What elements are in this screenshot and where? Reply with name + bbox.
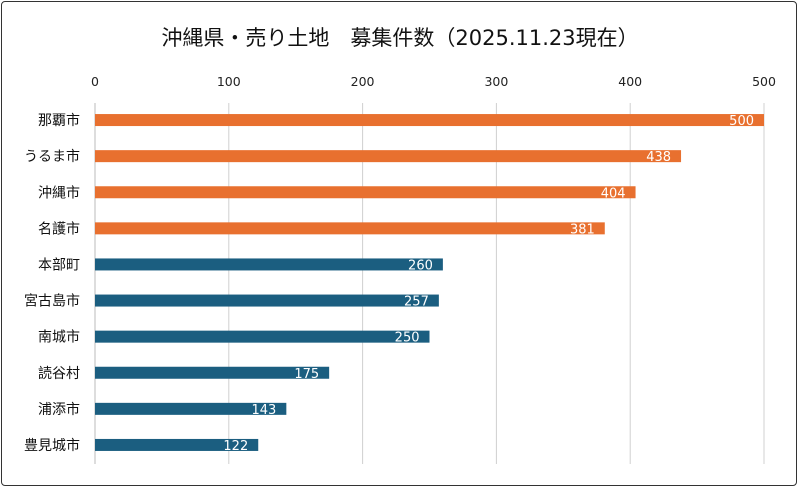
data-label: 404 [601, 186, 626, 201]
x-tick-label: 0 [91, 74, 99, 89]
data-label: 122 [223, 439, 248, 454]
bar [95, 222, 605, 235]
category-label: 読谷村 [38, 365, 80, 382]
bar [95, 294, 439, 307]
category-label: 宮古島市 [24, 293, 80, 310]
category-label: 南城市 [38, 329, 80, 346]
bar [95, 114, 764, 127]
x-tick-label: 100 [217, 74, 241, 89]
x-tick-label: 200 [351, 74, 375, 89]
data-label: 500 [729, 114, 754, 129]
bar [95, 402, 287, 415]
chart-title: 沖縄県・売り土地 募集件数（2025.11.23現在） [161, 26, 639, 50]
category-label: 那覇市 [38, 112, 80, 129]
category-label: 本部町 [38, 257, 80, 273]
data-label: 438 [646, 150, 671, 165]
category-label: うるま市 [24, 148, 80, 165]
x-tick-label: 400 [618, 74, 642, 89]
x-tick-label: 500 [752, 74, 776, 89]
category-label: 浦添市 [38, 401, 80, 418]
bar [95, 258, 443, 271]
data-label: 175 [294, 367, 319, 382]
data-label: 381 [570, 222, 595, 237]
bar [95, 438, 259, 451]
category-label: 沖縄市 [38, 184, 80, 201]
x-tick-label: 300 [484, 74, 508, 89]
bar [95, 366, 330, 379]
category-label: 豊見城市 [24, 437, 80, 454]
data-label: 250 [395, 331, 420, 346]
bar [95, 186, 636, 199]
category-label: 名護市 [38, 220, 80, 237]
data-label: 260 [408, 258, 433, 273]
data-label: 143 [252, 403, 277, 418]
bar [95, 330, 430, 343]
data-label: 257 [404, 295, 429, 310]
bar [95, 150, 682, 163]
